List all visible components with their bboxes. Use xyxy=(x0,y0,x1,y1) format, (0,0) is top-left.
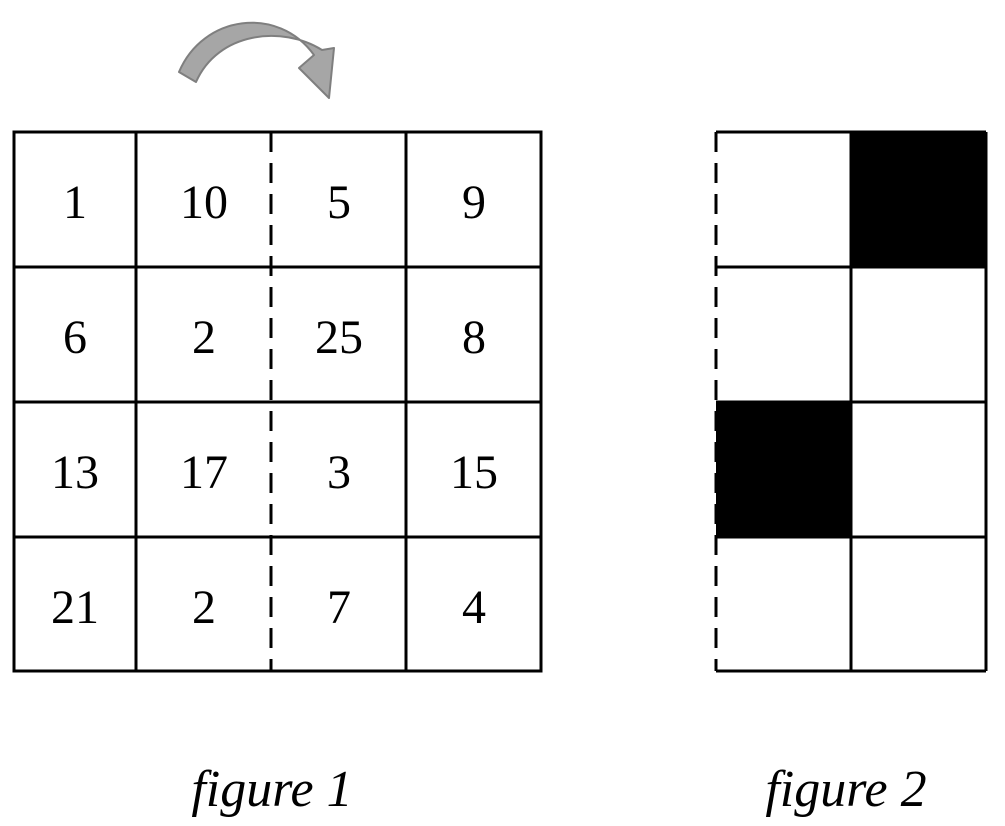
grid-cell-r2-c1: 6 xyxy=(63,311,87,364)
fold-arrow-icon xyxy=(178,21,335,99)
figure-1: 1 10 5 9 6 2 25 8 13 17 3 15 21 2 7 4 fi… xyxy=(12,21,543,818)
filled-cell-r3-c1 xyxy=(716,402,851,537)
grid-cell-r4-c4: 4 xyxy=(462,581,486,634)
grid-cell-r3-c4: 15 xyxy=(450,446,498,499)
grid-cell-r2-c3: 25 xyxy=(315,311,363,364)
figure-1-numbers: 1 10 5 9 6 2 25 8 13 17 3 15 21 2 7 4 xyxy=(51,176,498,634)
grid-cell-r3-c1: 13 xyxy=(51,446,99,499)
figure-1-caption: figure 1 xyxy=(191,761,352,818)
grid-cell-r3-c2: 17 xyxy=(180,446,228,499)
grid-cell-r2-c2: 2 xyxy=(192,311,216,364)
filled-cell-r1-c2 xyxy=(851,132,986,267)
grid-cell-r4-c3: 7 xyxy=(327,581,351,634)
grid-cell-r2-c4: 8 xyxy=(462,311,486,364)
grid-cell-r1-c4: 9 xyxy=(462,176,486,229)
grid-cell-r4-c1: 21 xyxy=(51,581,99,634)
grid-cell-r1-c1: 1 xyxy=(63,176,87,229)
figure-2: figure 2 xyxy=(714,130,988,818)
grid-cell-r1-c3: 5 xyxy=(327,176,351,229)
grid-cell-r4-c2: 2 xyxy=(192,581,216,634)
grid-cell-r3-c3: 3 xyxy=(327,446,351,499)
grid-cell-r1-c2: 10 xyxy=(180,176,228,229)
figure-2-caption: figure 2 xyxy=(765,761,926,818)
